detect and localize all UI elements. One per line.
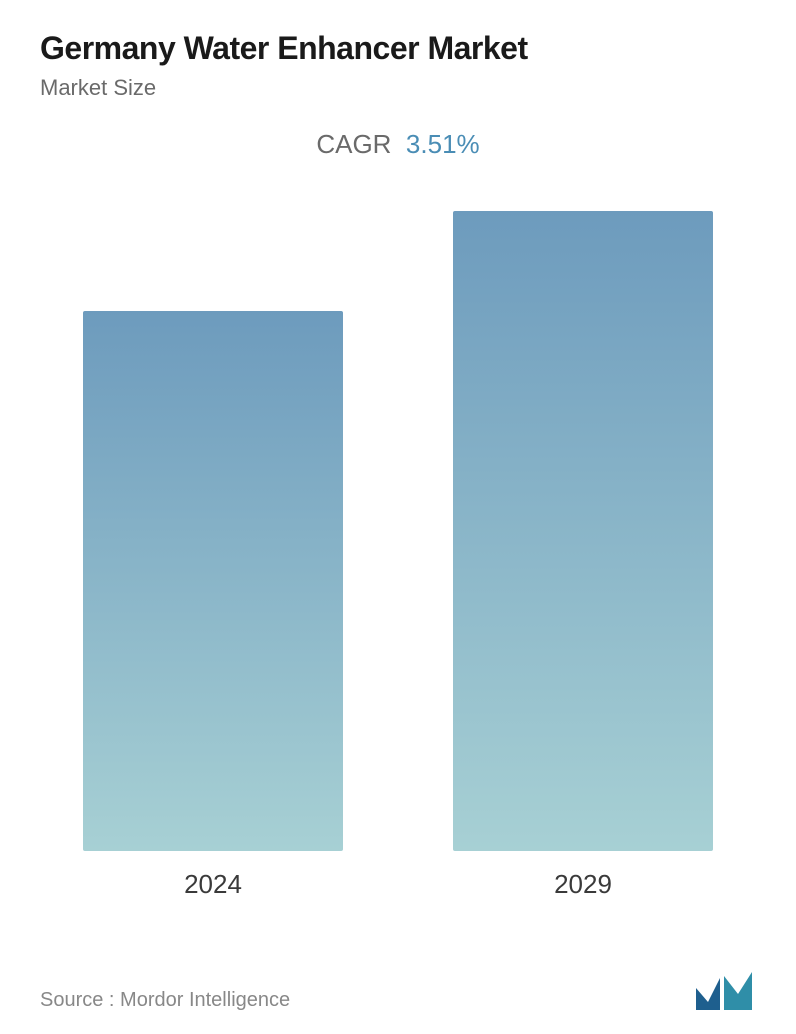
bar-2024 <box>83 311 343 851</box>
source-text: Source : Mordor Intelligence <box>40 989 290 1012</box>
chart-area: 2024 2029 <box>40 180 756 900</box>
logo-shape-m <box>696 978 720 1010</box>
bar-label-2024: 2024 <box>184 869 242 900</box>
chart-title: Germany Water Enhancer Market <box>40 30 756 67</box>
bar-wrapper-2029: 2029 <box>453 211 713 900</box>
cagr-row: CAGR 3.51% <box>40 129 756 160</box>
chart-subtitle: Market Size <box>40 75 756 101</box>
bar-label-2029: 2029 <box>554 869 612 900</box>
cagr-label: CAGR <box>316 129 391 159</box>
brand-logo-icon <box>694 970 756 1012</box>
bar-wrapper-2024: 2024 <box>83 311 343 900</box>
cagr-value: 3.51% <box>406 129 480 159</box>
footer: Source : Mordor Intelligence <box>40 970 756 1012</box>
logo-shape-n <box>724 972 752 1010</box>
bar-2029 <box>453 211 713 851</box>
